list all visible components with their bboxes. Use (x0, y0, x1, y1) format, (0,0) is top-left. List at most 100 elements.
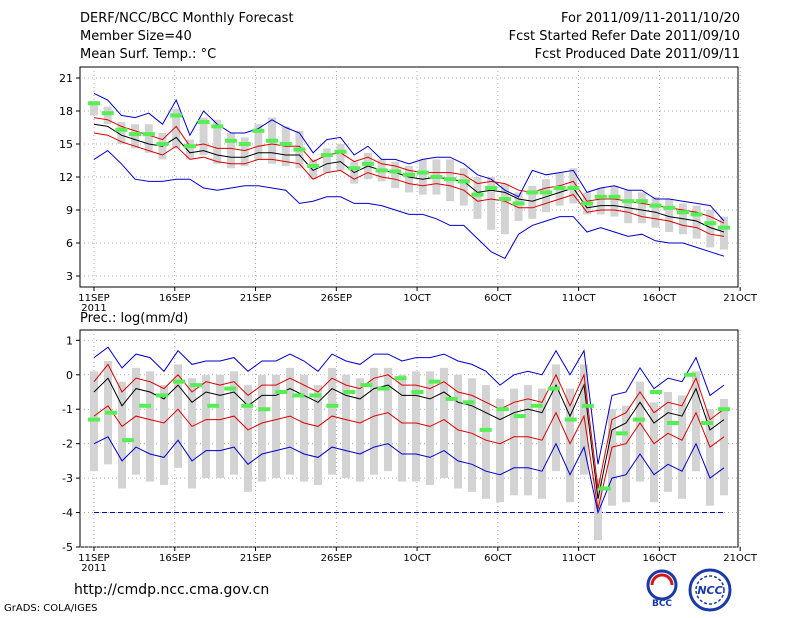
bcc-logo-text: BCC (652, 599, 672, 608)
ensemble-mean-mark (197, 120, 210, 124)
spread-box (510, 388, 518, 496)
header-produced: Fcst Produced Date 2011/09/11 (534, 47, 740, 62)
ensemble-mean-mark (718, 407, 730, 412)
spread-box (160, 385, 168, 485)
spread-box (226, 133, 235, 169)
bcc-logo: BCC (646, 569, 678, 608)
spread-box (496, 398, 504, 503)
y-tick-label: -1 (62, 403, 73, 416)
ensemble-mean-mark (88, 417, 100, 422)
x-tick-label: 21OCT (723, 293, 758, 304)
ensemble-mean-mark (635, 199, 648, 204)
x-tick-label: 16OCT (643, 553, 678, 564)
spread-box (637, 192, 646, 224)
ensemble-mean-mark (279, 142, 292, 146)
ensemble-mean-mark (224, 138, 237, 143)
spread-box (185, 139, 194, 160)
ensemble-mean-mark (581, 403, 594, 408)
ensemble-mean-mark (581, 201, 594, 206)
ensemble-mean-mark (115, 127, 128, 132)
header-period: For 2011/09/11-2011/10/20 (561, 11, 740, 26)
spread-box (706, 409, 714, 506)
x-tick-label: 16OCT (643, 293, 678, 304)
spread-box (720, 398, 728, 496)
ensemble-mean-mark (207, 403, 220, 408)
spread-box (678, 395, 686, 499)
series-line-plus-sigma (93, 117, 725, 224)
y-tick-label: -3 (62, 472, 73, 485)
ensemble-mean-mark (530, 403, 543, 408)
ensemble-mean-mark (526, 190, 539, 195)
spread-box (117, 122, 126, 144)
ensemble-mean-mark (649, 203, 662, 208)
ensemble-mean-mark (190, 383, 203, 388)
x-tick-label: 6OCT (484, 553, 512, 564)
panel-title: Prec.: log(mm/d) (80, 311, 188, 326)
header-started: Fcst Started Refer Date 2011/09/10 (508, 29, 740, 44)
series-line-max (93, 92, 725, 222)
ensemble-mean-mark (394, 376, 407, 381)
spread-box (328, 367, 336, 475)
spread-box (286, 367, 294, 475)
ensemble-mean-mark (485, 186, 498, 190)
y-tick-label: -4 (62, 507, 73, 520)
series-line-min (93, 436, 725, 515)
x-tick-label: 21SEP (240, 553, 271, 564)
spread-box (454, 374, 462, 489)
y-tick-label: 15 (59, 138, 73, 151)
spread-box (528, 185, 537, 219)
ensemble-mean-mark (139, 403, 152, 408)
ensemble-mean-mark (334, 149, 347, 154)
spread-box (202, 374, 210, 479)
spread-box (610, 185, 619, 217)
ensemble-mean-mark (496, 407, 509, 412)
series-line-max (93, 346, 725, 465)
spread-box (418, 159, 427, 195)
spread-box (500, 183, 509, 235)
ensemble-mean-mark (457, 179, 470, 184)
ncc-logo: NCC (688, 568, 732, 612)
spread-box (426, 371, 434, 485)
spread-box (384, 367, 392, 472)
spread-box (514, 192, 523, 221)
y-tick-label: 9 (66, 204, 73, 217)
ensemble-mean-mark (683, 372, 696, 377)
ensemble-mean-mark (428, 379, 441, 384)
y-tick-label: 1 (66, 334, 73, 347)
ensemble-mean-mark (320, 153, 333, 157)
spread-box (199, 117, 208, 155)
spread-box (468, 378, 476, 492)
x-tick-label: 16SEP (159, 293, 190, 304)
ensemble-mean-mark (445, 396, 458, 401)
ensemble-mean-mark (416, 170, 429, 175)
spread-box (487, 177, 496, 230)
grads-credit: GrADS: COLA/IGES (4, 603, 98, 614)
ensemble-mean-mark (615, 431, 628, 436)
ensemble-mean-mark (238, 142, 251, 146)
spread-box (566, 388, 574, 503)
series-line-minus-sigma (93, 405, 725, 510)
x-year-label: 2011 (81, 563, 106, 574)
ensemble-mean-mark (348, 166, 361, 171)
ensemble-mean-mark (275, 390, 288, 394)
spread-box (398, 374, 406, 482)
ensemble-mean-mark (156, 142, 169, 146)
spread-box (342, 374, 350, 479)
spread-box (608, 409, 616, 506)
ensemble-mean-mark (122, 438, 135, 443)
x-tick-label: 11OCT (562, 293, 597, 304)
ensemble-mean-mark (105, 410, 118, 415)
x-tick-label: 11SEP (78, 553, 109, 564)
ensemble-mean-mark (598, 486, 611, 491)
footer-url[interactable]: http://cmdp.ncc.cma.gov.cn (74, 582, 270, 598)
spread-box (146, 371, 154, 482)
spread-box (216, 374, 224, 479)
ensemble-mean-mark (718, 225, 730, 230)
ensemble-mean-mark (375, 168, 388, 173)
x-tick-label: 1OCT (403, 553, 431, 564)
spread-box (314, 385, 322, 485)
ensemble-mean-mark (389, 169, 402, 174)
spread-box (258, 374, 266, 482)
spread-box (118, 381, 126, 489)
